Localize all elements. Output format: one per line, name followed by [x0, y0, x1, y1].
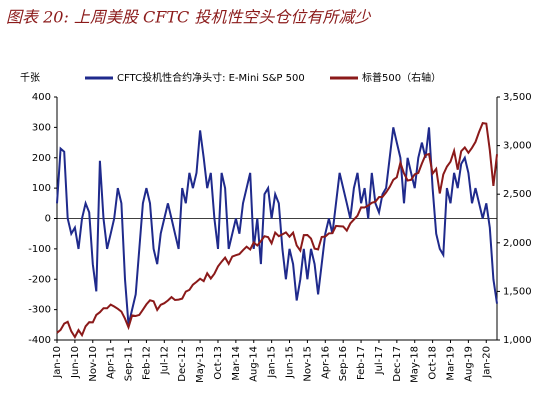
x-tick-label: Jan-20	[481, 346, 492, 379]
series-line	[56, 122, 498, 340]
x-tick-label: Feb-17	[356, 346, 367, 380]
x-tick-label: Jul-17	[374, 346, 385, 375]
y-axis-label: 千张	[20, 72, 40, 84]
y-tick-label: -300	[28, 305, 51, 316]
x-tick-label: Oct-13	[213, 346, 224, 380]
y-tick-label: -200	[28, 274, 51, 285]
x-tick-label: Aug-14	[249, 346, 260, 382]
y-tick-label: 200	[32, 153, 51, 164]
chart-title: 图表 20: 上周美股 CFTC 投机性空头仓位有所减少	[6, 8, 371, 27]
legend-label: 标普500（右轴）	[362, 71, 441, 84]
x-tick-label: Feb-12	[141, 346, 152, 380]
x-tick-label: Apr-11	[106, 346, 117, 379]
x-tick-label: Aug-19	[463, 346, 474, 382]
y2-tick-label: 1,500	[503, 286, 532, 297]
x-tick-label: Dec-17	[392, 346, 403, 382]
y-tick-label: 300	[32, 122, 51, 133]
y-tick-label: 100	[32, 183, 51, 194]
x-tick-label: May-18	[410, 346, 421, 383]
y2-tick-label: 2,000	[503, 238, 532, 249]
y-tick-label: -100	[28, 244, 51, 255]
legend-label: CFTC投机性合约净头寸: E-Mini S&P 500	[117, 71, 305, 84]
series-line	[56, 127, 498, 326]
x-tick-label: Jan-15	[267, 346, 278, 379]
x-tick-label: Oct-18	[428, 346, 439, 380]
x-tick-label: Dec-12	[177, 346, 188, 382]
x-tick-label: Jul-12	[159, 346, 170, 375]
y2-tick-label: 3,500	[503, 92, 532, 103]
y2-tick-label: 3,000	[503, 141, 532, 152]
x-tick-label: Apr-16	[320, 346, 331, 379]
y2-tick-label: 1,000	[503, 335, 532, 346]
x-tick-label: May-13	[195, 346, 206, 383]
x-tick-label: Mar-19	[445, 346, 456, 381]
x-tick-label: Sep-16	[338, 346, 349, 381]
x-tick-label: Nov-15	[302, 346, 313, 382]
x-tick-label: Jan-10	[52, 346, 63, 379]
x-tick-label: Jun-10	[70, 346, 81, 379]
x-tick-label: Mar-14	[231, 346, 242, 381]
y2-tick-label: 2,500	[503, 189, 532, 200]
y-tick-label: 0	[45, 214, 51, 225]
y-tick-label: 400	[32, 92, 51, 103]
x-tick-label: Nov-10	[88, 346, 99, 382]
x-tick-label: Jun-15	[285, 346, 296, 379]
x-tick-label: Sep-11	[124, 346, 135, 381]
y-tick-label: -400	[28, 335, 51, 346]
